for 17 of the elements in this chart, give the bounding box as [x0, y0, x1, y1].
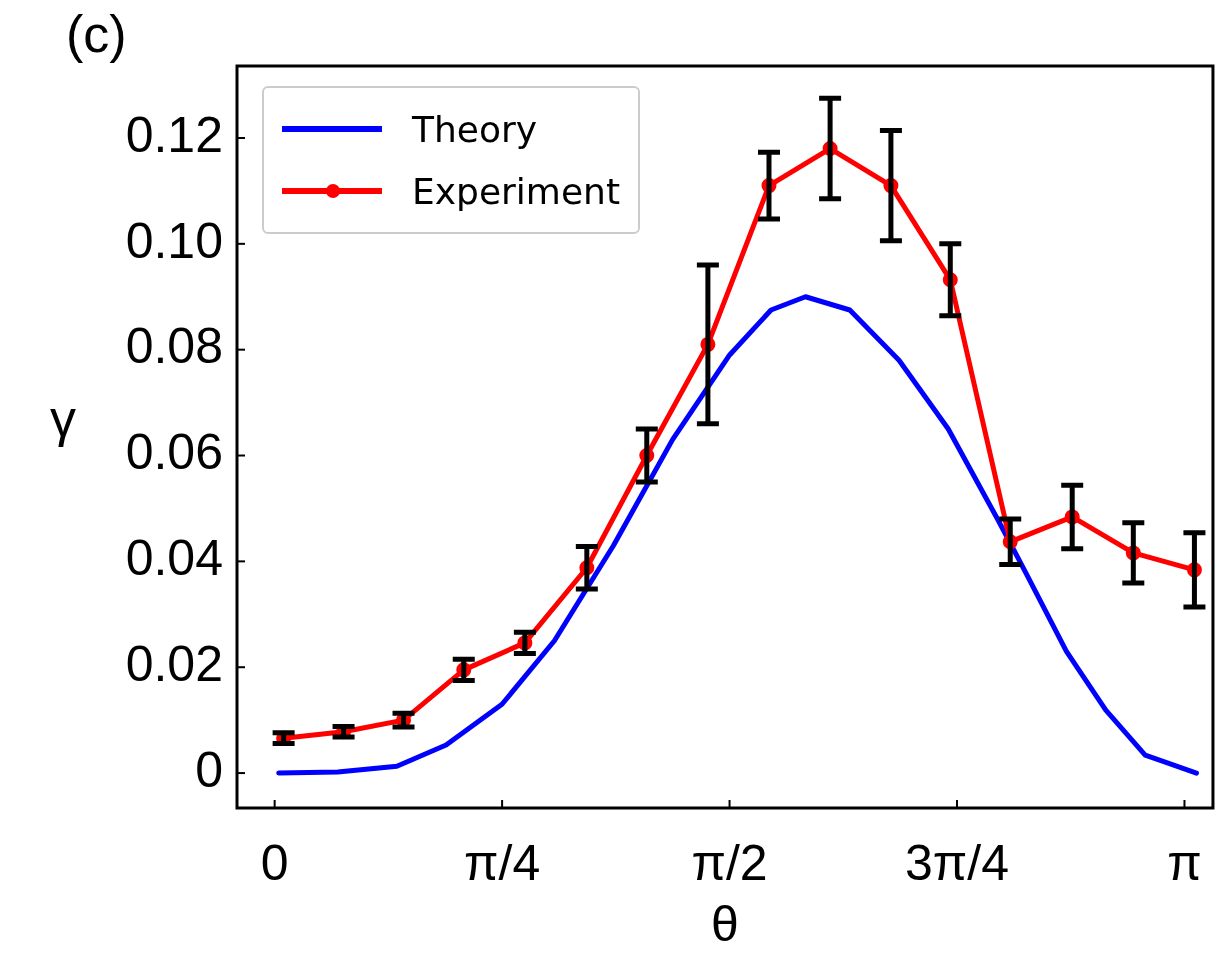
x-tick-label: 0: [260, 834, 289, 891]
chart-title: (c): [66, 4, 127, 64]
y-tick-label: 0.08: [125, 318, 223, 375]
x-tick-label: π/4: [464, 834, 541, 891]
y-axis-title: γ: [50, 388, 76, 448]
legend-label: Theory: [412, 108, 538, 150]
y-tick-label: 0: [195, 741, 223, 798]
y-tick-label: 0.06: [125, 424, 223, 481]
y-tick-label: 0.04: [125, 530, 223, 587]
y-tick-label: 0.02: [125, 636, 223, 692]
x-tick-label: 3π/4: [905, 834, 1010, 891]
y-tick-label: 0.12: [125, 106, 223, 163]
legend-label: Experiment: [412, 170, 621, 212]
x-tick-label: π/2: [691, 834, 768, 891]
x-tick-label: π: [1167, 834, 1202, 891]
x-axis-title: θ: [711, 895, 739, 952]
y-tick-label: 0.10: [125, 212, 223, 269]
